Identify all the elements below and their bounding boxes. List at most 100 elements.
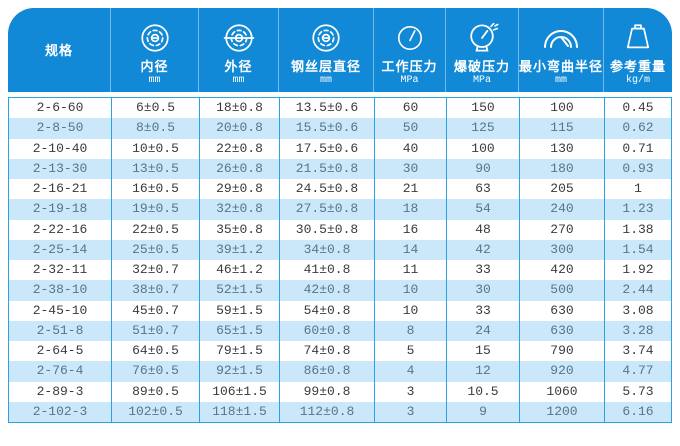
table-cell: 2-22-16 [32, 221, 88, 237]
col-label: 参考重量 [610, 59, 667, 74]
table-cell: 6±0.5 [111, 98, 199, 119]
table-cell: 15.5±0.6 [279, 118, 374, 139]
table-row: 2-51-8 51±0.7 65±1.5 60±0.8 8 24 630 3.28 [9, 320, 671, 341]
table-cell: 2-8-50 [36, 120, 84, 136]
table-cell: 33 [446, 260, 519, 281]
table-cell: 41±0.8 [279, 260, 374, 281]
table-cell: 1.92 [604, 260, 671, 281]
table-cell: 1200 [519, 401, 604, 422]
table-cell: 8±0.5 [111, 118, 199, 139]
table-row: 2-45-10 45±0.7 59±1.5 54±0.8 10 33 630 3.08 [9, 300, 671, 321]
table-row: 2-13-30 13±0.5 26±0.8 21.5±0.8 30 90 180 0.93 [9, 158, 671, 179]
table-cell: 10 [374, 300, 446, 321]
table-cell: 76±0.5 [111, 361, 199, 382]
table-cell: 1060 [519, 381, 604, 402]
table-cell: 118±1.5 [199, 401, 279, 422]
table-row: 2-76-4 76±0.5 92±1.5 86±0.8 4 12 920 4.77 [9, 361, 671, 382]
table-cell: 99±0.8 [279, 381, 374, 402]
table-cell: 2-64-5 [36, 343, 84, 358]
table-cell: 3 [374, 381, 446, 402]
working-pressure-gauge-icon [394, 17, 426, 59]
table-cell: 100 [446, 138, 519, 159]
col-header-steel-wire-diameter: 钢丝层直径 mm [278, 8, 373, 92]
table-cell: 920 [519, 361, 604, 382]
table-cell: 12 [446, 361, 519, 382]
table-cell: 2-51-8 [36, 322, 84, 338]
outer-diameter-icon [222, 17, 256, 59]
table-cell: 40 [374, 138, 446, 159]
table-cell: 32±0.7 [111, 260, 199, 281]
table-cell: 11 [374, 260, 446, 281]
hose-spec-table: 规格 内径 mm 外径 mm [8, 8, 672, 423]
table-cell: 21 [374, 179, 446, 200]
table-cell: 100 [519, 98, 604, 119]
col-unit: MPa [400, 75, 419, 86]
table-row: 2-10-40 10±0.5 22±0.8 17.5±0.6 40 100 130 0.71 [9, 138, 671, 159]
table-cell: 42 [446, 239, 519, 260]
table-cell: 24.5±0.8 [279, 179, 374, 200]
col-header-working-pressure: 工作压力 MPa [373, 8, 445, 92]
table-cell: 15 [446, 341, 519, 362]
table-cell: 112±0.8 [279, 401, 374, 422]
table-cell: 35±0.8 [199, 219, 279, 240]
table-cell: 1 [604, 179, 671, 200]
table-cell: 25±0.5 [111, 239, 199, 260]
table-cell: 64±0.5 [111, 341, 199, 362]
table-cell: 19±0.5 [111, 199, 199, 220]
table-cell: 2-19-18 [32, 201, 88, 217]
table-row: 2-6-60 6±0.5 18±0.8 13.5±0.6 60 150 100 0.45 [9, 98, 671, 119]
table-cell: 3.28 [604, 320, 671, 341]
table-cell: 0.93 [604, 158, 671, 179]
col-label: 外径 [224, 59, 253, 74]
table-cell: 1.23 [604, 199, 671, 220]
table-cell: 38±0.7 [111, 280, 199, 301]
col-label: 最小弯曲半径 [519, 59, 604, 74]
table-cell: 74±0.8 [279, 341, 374, 362]
col-unit: mm [319, 75, 332, 86]
col-label: 内径 [140, 59, 169, 74]
col-label: 规格 [44, 42, 73, 58]
col-label: 爆破压力 [453, 59, 510, 74]
table-cell: 16 [374, 219, 446, 240]
table-cell: 0.71 [604, 138, 671, 159]
table-cell: 21.5±0.8 [279, 158, 374, 179]
table-cell: 30 [446, 280, 519, 301]
table-cell: 790 [519, 341, 604, 362]
table-cell: 5.73 [604, 381, 671, 402]
col-label: 钢丝层直径 [290, 59, 361, 74]
table-row: 2-102-3 102±0.5 118±1.5 112±0.8 3 9 1200 6.16 [9, 401, 671, 422]
table-cell: 3 [374, 401, 446, 422]
table-cell: 59±1.5 [199, 300, 279, 321]
table-cell: 130 [519, 138, 604, 159]
table-row: 2-8-50 8±0.5 20±0.8 15.5±0.6 50 125 115 0.62 [9, 118, 671, 139]
table-cell: 205 [519, 179, 604, 200]
table-cell: 18 [374, 199, 446, 220]
table-cell: 34±0.8 [279, 239, 374, 260]
table-cell: 3.74 [604, 341, 671, 362]
table-cell: 2-32-11 [32, 262, 88, 277]
table-cell: 60±0.8 [279, 320, 374, 341]
table-cell: 48 [446, 219, 519, 240]
table-cell: 3.08 [604, 300, 671, 321]
col-header-outer-diameter: 外径 mm [198, 8, 278, 92]
table-cell: 50 [374, 118, 446, 139]
table-cell: 90 [446, 158, 519, 179]
steel-wire-diameter-icon [309, 17, 343, 59]
table-cell: 14 [374, 239, 446, 260]
table-cell: 1.54 [604, 239, 671, 260]
table-cell: 420 [519, 260, 604, 281]
col-unit: mm [232, 75, 245, 86]
table-cell: 2-16-21 [32, 181, 88, 196]
table-cell: 2-45-10 [32, 302, 88, 318]
col-unit: mm [555, 75, 568, 86]
table-cell: 18±0.8 [199, 98, 279, 119]
table-cell: 16±0.5 [111, 179, 199, 200]
table-cell: 4 [374, 361, 446, 382]
table-row: 2-25-14 25±0.5 39±1.2 34±0.8 14 42 300 1.54 [9, 239, 671, 260]
table-cell: 5 [374, 341, 446, 362]
table-cell: 10±0.5 [111, 138, 199, 159]
table-cell: 54±0.8 [279, 300, 374, 321]
col-header-reference-weight: 参考重量 kg/m [603, 8, 672, 92]
col-header-burst-pressure: 爆破压力 MPa [445, 8, 518, 92]
table-cell: 32±0.8 [199, 199, 279, 220]
